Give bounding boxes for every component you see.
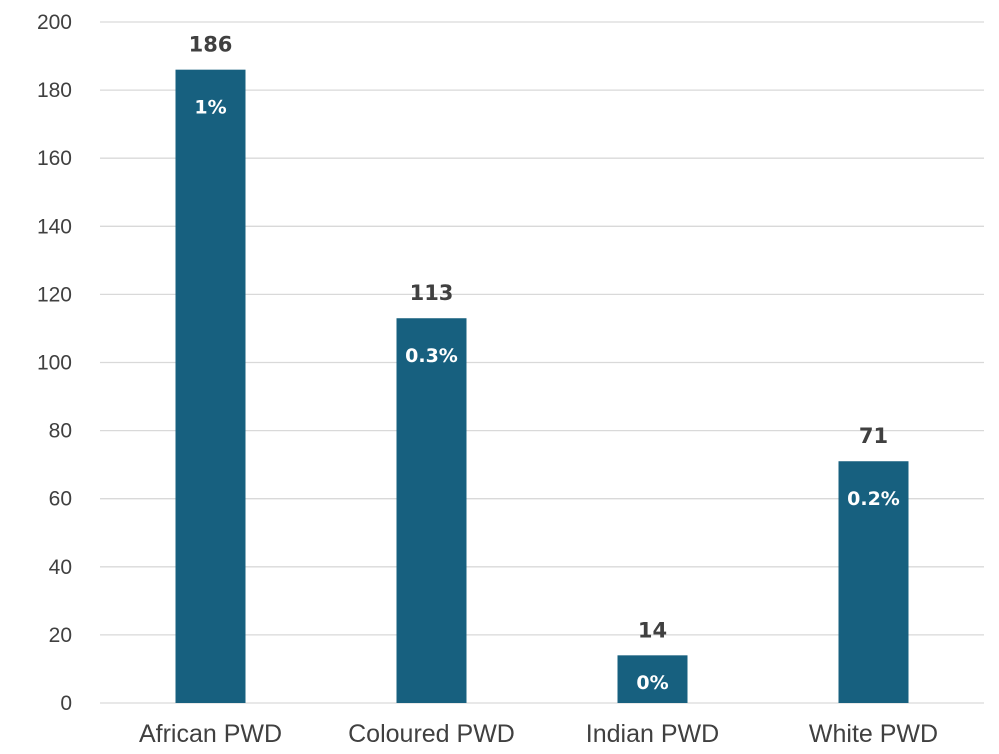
bar-african-pwd (175, 69, 246, 704)
bar-coloured-pwd (396, 318, 467, 703)
y-tick-label: 100 (37, 352, 72, 375)
y-tick-label: 20 (49, 624, 72, 647)
bar-value-label: 186 (189, 33, 233, 57)
bar-percent-label: 0.2% (847, 488, 900, 510)
x-category-label: Indian PWD (586, 720, 719, 748)
y-tick-label: 60 (49, 488, 72, 511)
bar-percent-label: 1% (194, 97, 226, 119)
y-tick-label: 80 (49, 420, 72, 443)
x-axis-categories: African PWD Coloured PWD Indian PWD White P… (139, 720, 938, 748)
bar-value-label: 14 (638, 618, 667, 642)
grid (100, 21, 984, 704)
data-labels: 186 1% 113 0.3% 14 0% 71 0.2% (189, 33, 900, 694)
x-category-label: African PWD (139, 720, 282, 748)
y-tick-label: 140 (37, 215, 72, 238)
y-tick-label: 40 (49, 556, 72, 579)
bar-value-label: 113 (410, 281, 454, 305)
bar-indian-pwd (617, 655, 688, 703)
bar-value-label: 71 (859, 424, 888, 448)
bars (175, 69, 909, 704)
x-category-label: White PWD (809, 720, 938, 748)
y-tick-label: 120 (37, 283, 72, 306)
y-tick-label: 200 (37, 11, 72, 34)
y-tick-label: 0 (60, 692, 72, 715)
y-tick-label: 180 (37, 79, 72, 102)
bar-percent-label: 0.3% (405, 345, 458, 367)
bar-percent-label: 0% (636, 672, 668, 694)
y-tick-label: 160 (37, 147, 72, 170)
y-axis-ticks: 0 20 40 60 80 100 120 140 160 180 200 (37, 11, 72, 715)
bar-white-pwd (838, 461, 909, 703)
x-category-label: Coloured PWD (348, 720, 515, 748)
